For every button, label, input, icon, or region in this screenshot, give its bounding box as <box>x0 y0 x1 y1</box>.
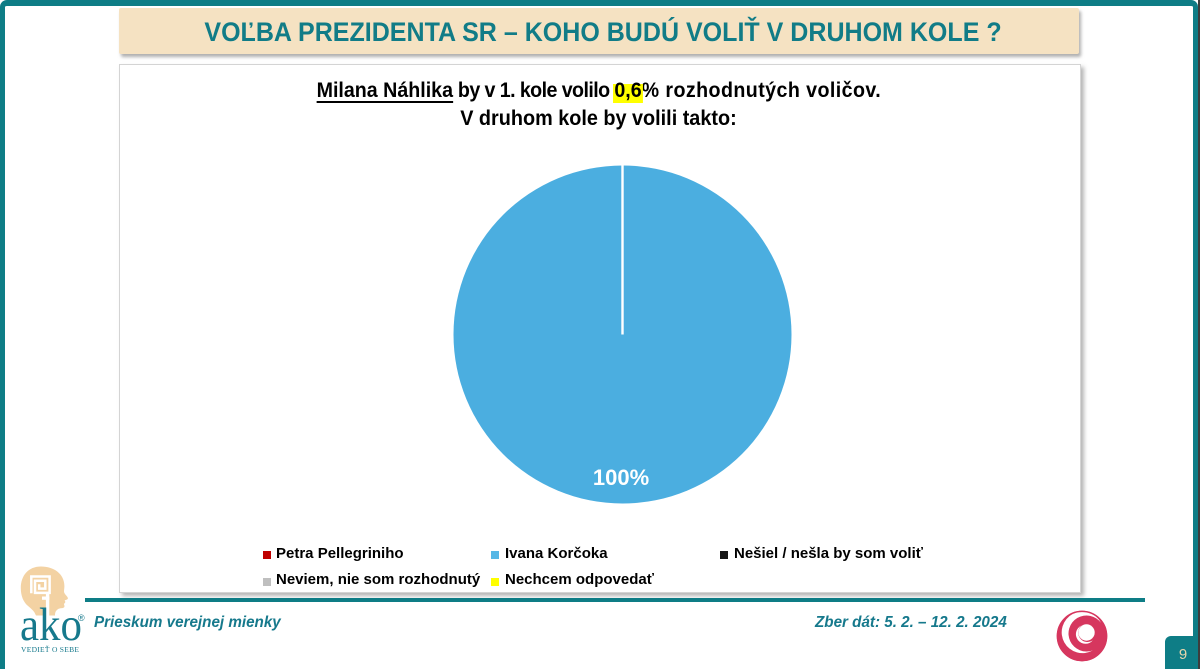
svg-text:®: ® <box>78 613 85 623</box>
svg-text:VEDIEŤ O SEBE: VEDIEŤ O SEBE <box>21 644 79 654</box>
svg-text:100%: 100% <box>593 465 649 490</box>
svg-text:ako: ako <box>20 599 82 651</box>
